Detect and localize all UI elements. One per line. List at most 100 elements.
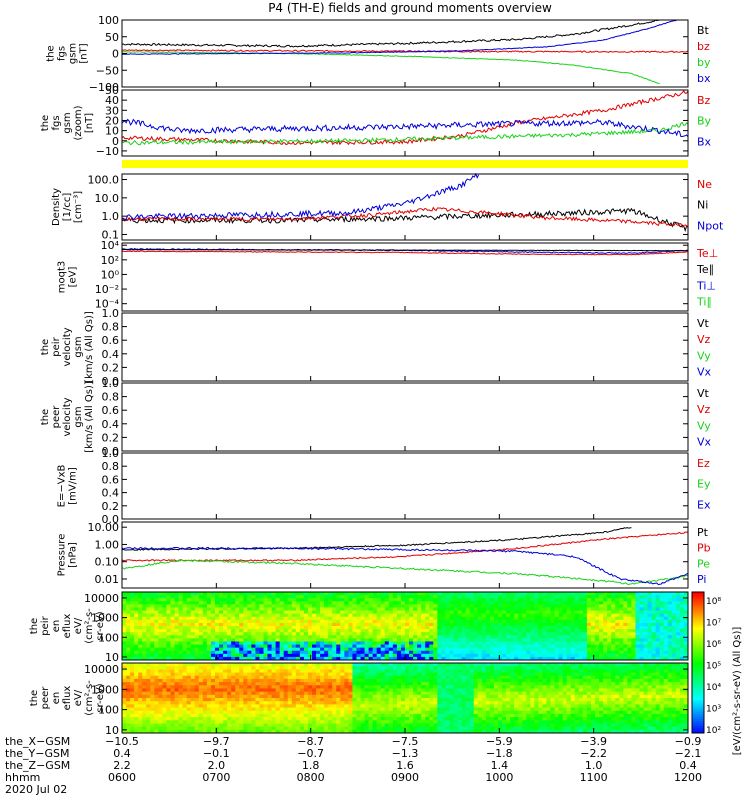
spectrogram-cell [312,620,317,624]
spectrogram-cell [587,641,592,645]
spectrogram-cell [607,635,612,639]
spectrogram-cell [518,620,523,624]
spectrogram-cell [316,666,321,670]
spectrogram-cell [316,682,321,686]
spectrogram-cell [648,604,653,608]
spectrogram-cell [445,641,450,645]
spectrogram-cell [130,717,135,721]
spectrogram-cell [126,714,131,718]
spectrogram-cell [130,638,135,642]
y-axis-label-line: gsm [73,406,84,427]
spectrogram-cell [171,614,176,618]
spectrogram-cell [211,692,216,696]
spectrogram-cell [393,698,398,702]
spectrogram-cell [648,645,653,649]
spectrogram-cell [162,614,167,618]
spectrogram-cell [292,648,297,652]
spectrogram-cell [381,711,386,715]
spectrogram-cell [591,638,596,642]
spectrogram-cell [361,601,366,605]
spectrogram-cell [429,592,434,596]
spectrogram-cell [348,673,353,677]
spectrogram-cell [425,617,430,621]
spectrogram-cell [138,711,143,715]
spectrogram-cell [611,620,616,624]
spectrogram-cell [397,679,402,683]
spectrogram-cell [175,688,180,692]
spectrogram-cell [352,623,357,627]
spectrogram-cell [631,638,636,642]
spectrogram-cell [223,614,228,618]
spectrogram-cell [563,623,568,627]
spectrogram-cell [583,620,588,624]
spectrogram-cell [247,692,252,696]
spectrogram-cell [510,635,515,639]
spectrogram-cell [288,632,293,636]
spectrogram-cell [599,601,604,605]
legend-pb: Pb [697,542,711,555]
spectrogram-cell [486,645,491,649]
spectrogram-cell [154,601,159,605]
spectrogram-cell [510,620,515,624]
spectrogram-cell [369,629,374,633]
spectrogram-cell [648,641,653,645]
spectrogram-cell [538,629,543,633]
spectrogram-cell [324,638,329,642]
spectrogram-cell [239,611,244,615]
spectrogram-cell [288,601,293,605]
spectrogram-cell [195,685,200,689]
legend-ex: Ex [697,498,711,511]
spectrogram-cell [409,698,414,702]
spectrogram-cell [538,607,543,611]
spectrogram-cell [356,704,361,708]
spectrogram-cell [146,714,151,718]
spectrogram-cell [280,598,285,602]
spectrogram-cell [381,704,386,708]
spectrogram-cell [534,614,539,618]
spectrogram-cell [547,654,552,658]
spectrogram-cell [615,617,620,621]
spectrogram-cell [239,607,244,611]
y-axis-label-line: [km/s (All Qs)] [84,381,95,453]
spectrogram-cell [183,701,188,705]
spectrogram-cell [454,614,459,618]
spectrogram-cell [134,623,139,627]
spectrogram-cell [191,638,196,642]
spectrogram-cell [199,592,204,596]
spectrogram-cell [243,695,248,699]
spectrogram-cell [239,598,244,602]
spectrogram-cell [542,595,547,599]
spectrogram-cell [183,601,188,605]
spectrogram-cell [179,695,184,699]
spectrogram-cell [122,632,127,636]
spectrogram-cell [583,645,588,649]
spectrogram-cell [458,614,463,618]
spectrogram-cell [542,614,547,618]
spectrogram-cell [191,682,196,686]
spectrogram-cell [385,676,390,680]
spectrogram-cell [259,679,264,683]
spectrogram-cell [466,604,471,608]
spectrogram-cell [292,638,297,642]
spectrogram-cell [373,645,378,649]
spectrogram-cell [175,727,180,731]
spectrogram-cell [146,635,151,639]
spectrogram-cell [668,648,673,652]
spectrogram-cell [288,598,293,602]
spectrogram-cell [575,623,580,627]
spectrogram-cell [587,629,592,633]
spectrogram-cell [478,617,483,621]
spectrogram-cell [538,635,543,639]
spectrogram-cell [280,708,285,712]
spectrogram-cell [247,651,252,655]
spectrogram-cell [648,598,653,602]
spectrogram-cell [223,679,228,683]
spectrogram-cell [134,648,139,652]
spectrogram-cell [138,708,143,712]
spectrogram-cell [567,620,572,624]
spectrogram-cell [571,635,576,639]
spectrogram-cell [328,645,333,649]
spectrogram-cell [393,601,398,605]
spectrogram-cell [486,611,491,615]
spectrogram-cell [389,711,394,715]
